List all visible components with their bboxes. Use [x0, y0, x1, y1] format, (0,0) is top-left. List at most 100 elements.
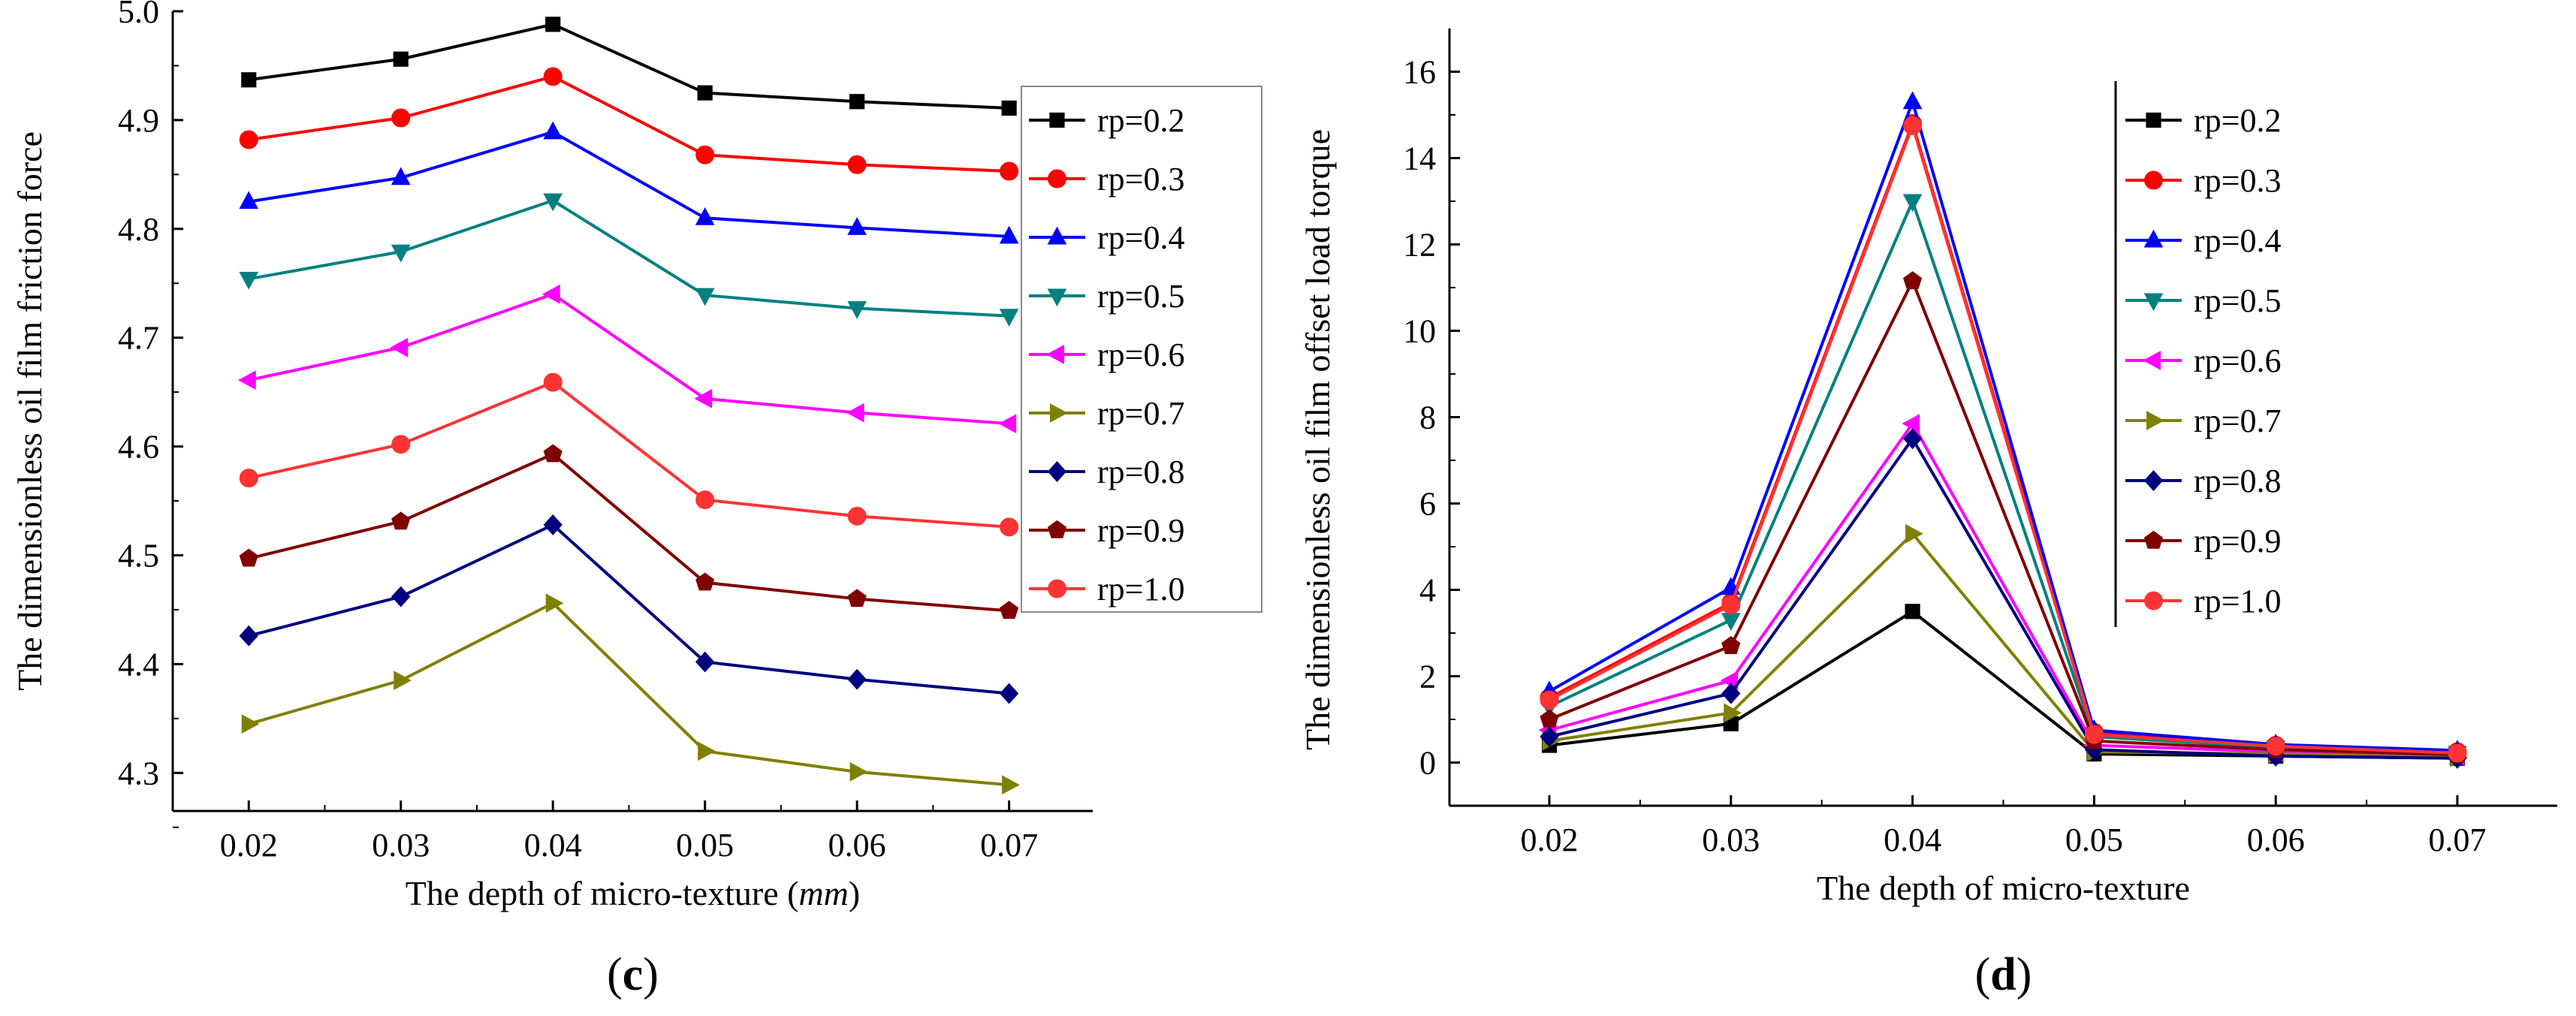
legend-entry-rp=0.9: rp=0.9: [2125, 523, 2281, 559]
y-tick-label: 10: [1403, 313, 1436, 350]
y-tick-label: 4.3: [118, 755, 159, 791]
series-rp=0.9: [239, 444, 1019, 620]
legend-label: rp=0.3: [1097, 161, 1184, 197]
data-point: [1721, 683, 1741, 704]
data-point: [1540, 709, 1559, 728]
data-point: [1902, 91, 1923, 110]
legend-entry-rp=0.8: rp=0.8: [2125, 463, 2281, 499]
series-rp=0.8: [1540, 428, 2467, 769]
series-line: [248, 523, 1009, 695]
legend-label: rp=0.5: [1097, 278, 1184, 315]
series-line: [1549, 610, 2458, 760]
data-point: [394, 671, 412, 690]
data-point: [239, 469, 258, 488]
x-axis-label: The depth of micro-texture (mm): [406, 874, 860, 912]
data-point: [2448, 743, 2467, 763]
y-tick-label: 4: [1419, 572, 1436, 609]
data-point: [241, 714, 260, 734]
x-tick-label: 0.07: [980, 827, 1038, 864]
data-point: [698, 741, 716, 761]
legend-marker: [2143, 293, 2164, 312]
data-point: [391, 167, 411, 185]
y-tick-label: 4.6: [118, 429, 159, 466]
legend-marker: [1047, 288, 1067, 307]
data-point: [239, 271, 259, 290]
data-point: [1724, 703, 1742, 723]
series-line: [248, 130, 1009, 238]
data-point: [847, 668, 867, 690]
data-point: [543, 514, 563, 535]
data-point: [1905, 523, 1923, 544]
legend-entry-rp=0.7: rp=0.7: [2125, 402, 2281, 439]
x-tick-label: 0.04: [1884, 822, 1941, 858]
x-axis-label-text: The depth of micro-texture (: [406, 874, 799, 912]
data-point: [543, 67, 563, 86]
data-point: [999, 683, 1019, 704]
data-point: [695, 145, 715, 164]
series-line: [1549, 122, 2458, 754]
series-line: [1549, 422, 2458, 758]
data-point: [1000, 517, 1019, 537]
legend-entry-rp=0.9: rp=0.9: [1029, 512, 1184, 549]
series-line: [248, 199, 1009, 318]
panel-label-open: (: [1975, 949, 1991, 1000]
x-tick-label: 0.05: [2065, 822, 2123, 858]
legend-marker: [2146, 112, 2161, 128]
legend-label: rp=0.4: [2194, 222, 2281, 259]
panel-label-close: ): [643, 949, 659, 1000]
series-rp=0.4: [239, 121, 1019, 244]
series-rp=0.5: [1540, 194, 2467, 764]
y-tick-label: 4.4: [118, 646, 159, 683]
series-line: [248, 452, 1009, 613]
legend-entry-rp=0.7: rp=0.7: [1029, 395, 1184, 432]
series-rp=1.0: [239, 372, 1019, 537]
y-tick-label: 8: [1419, 399, 1436, 436]
legend-label: rp=1.0: [1097, 571, 1184, 607]
series-rp=0.8: [239, 514, 1019, 704]
y-tick-label: 6: [1419, 486, 1436, 523]
legend-marker: [2144, 591, 2163, 611]
legend-label: rp=0.9: [2194, 523, 2281, 559]
legend-entry-rp=0.4: rp=0.4: [2125, 222, 2281, 259]
x-tick-label: 0.02: [1520, 822, 1578, 858]
legend-label: rp=0.5: [2194, 282, 2281, 319]
data-point: [1001, 100, 1017, 116]
series-line: [1549, 279, 2458, 757]
series-line: [248, 292, 1009, 426]
data-point: [543, 193, 563, 212]
legend-marker: [2143, 229, 2164, 248]
legend-entry-rp=0.6: rp=0.6: [1029, 336, 1184, 373]
data-point: [1903, 271, 1923, 290]
legend-label: rp=0.2: [2194, 102, 2281, 139]
data-point: [545, 593, 564, 614]
legend-label: rp=0.4: [1097, 219, 1184, 256]
legend-label: rp=0.7: [1097, 395, 1184, 432]
y-tick-label: 4.8: [118, 211, 159, 248]
series-rp=0.6: [237, 284, 1017, 434]
data-point: [847, 506, 867, 526]
series-rp=0.3: [1540, 114, 2467, 761]
x-tick-label: 0.06: [2247, 822, 2305, 858]
data-point: [543, 121, 563, 140]
y-axis-label: The dimensionless oil film friction forc…: [11, 131, 49, 691]
legend-entry-rp=0.6: rp=0.6: [2125, 342, 2281, 379]
legend-entry-rp=1.0: rp=1.0: [1029, 571, 1184, 607]
data-point: [391, 244, 411, 263]
legend-marker: [2143, 351, 2161, 370]
legend-marker: [1048, 579, 1066, 598]
data-point: [241, 72, 257, 88]
data-point: [849, 94, 865, 110]
y-tick-label: 12: [1403, 227, 1436, 264]
legend-marker: [2143, 530, 2164, 549]
series-rp=0.3: [239, 67, 1019, 181]
panel-label: (d): [1975, 949, 2032, 1000]
data-point: [1002, 775, 1020, 795]
legend-marker: [1047, 461, 1067, 482]
x-tick-label: 0.07: [2429, 822, 2487, 858]
series-rp=0.9: [1540, 271, 2467, 763]
x-tick-label: 0.02: [220, 827, 278, 864]
data-point: [1902, 414, 1920, 433]
legend-label: rp=0.3: [2194, 162, 2281, 199]
series-rp=0.7: [241, 593, 1020, 795]
